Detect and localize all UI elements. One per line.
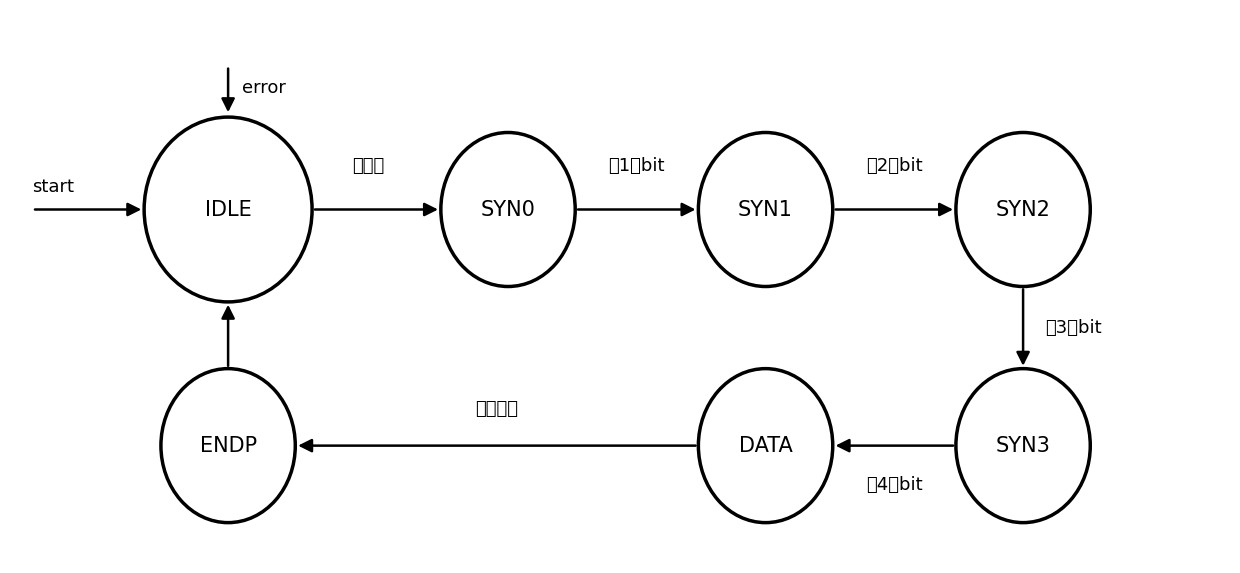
Text: 第4个bit: 第4个bit — [866, 476, 923, 494]
Ellipse shape — [956, 132, 1090, 286]
Ellipse shape — [698, 132, 833, 286]
Text: 接收结束: 接收结束 — [475, 400, 518, 418]
Text: SYN0: SYN0 — [481, 199, 536, 219]
Text: DATA: DATA — [739, 435, 792, 456]
Text: 低电平: 低电平 — [352, 158, 384, 175]
Text: SYN3: SYN3 — [996, 435, 1050, 456]
Text: SYN2: SYN2 — [996, 199, 1050, 219]
Text: ENDP: ENDP — [200, 435, 257, 456]
Text: 第2个bit: 第2个bit — [866, 158, 923, 175]
Text: error: error — [242, 79, 285, 97]
Text: IDLE: IDLE — [205, 199, 252, 219]
Text: 第3个bit: 第3个bit — [1045, 319, 1102, 336]
Text: 第1个bit: 第1个bit — [609, 158, 665, 175]
Ellipse shape — [698, 368, 833, 523]
Text: start: start — [32, 178, 74, 196]
Ellipse shape — [956, 368, 1090, 523]
Ellipse shape — [161, 368, 295, 523]
Ellipse shape — [441, 132, 575, 286]
Ellipse shape — [144, 117, 312, 302]
Text: SYN1: SYN1 — [738, 199, 794, 219]
